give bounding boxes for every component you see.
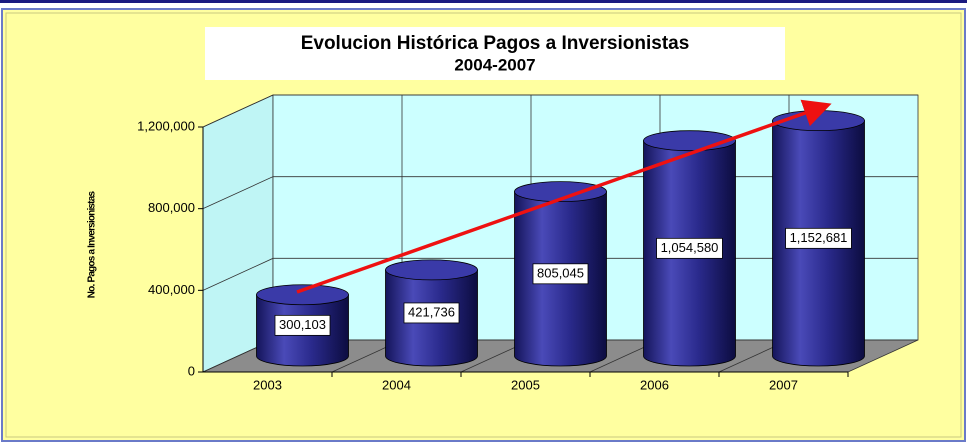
x-tick-label: 2004 [382, 377, 411, 392]
value-label-box [403, 302, 460, 324]
y-tick-label: 1,200,000 [137, 118, 195, 133]
x-tick-label: 2003 [253, 377, 282, 392]
cylinder-top [256, 284, 349, 306]
value-label: 805,045 [537, 265, 584, 280]
chart-title: Evolucion Histórica Pagos a Inversionist… [301, 33, 690, 54]
y-axis-title: No. Pagos a Inversionistas [87, 191, 98, 299]
y-tick-label: 400,000 [148, 282, 195, 297]
title-box [205, 27, 785, 80]
top-bar [0, 0, 967, 3]
x-tick-label: 2006 [640, 377, 669, 392]
cylinder-top [514, 181, 607, 203]
value-label-box [656, 237, 723, 259]
cylinder-top [385, 259, 478, 281]
value-label-box [532, 263, 589, 285]
inner-frame [5, 12, 962, 438]
value-label-box [785, 227, 852, 249]
x-tick-label: 2007 [769, 377, 798, 392]
value-label: 300,103 [279, 317, 326, 332]
value-label: 421,736 [408, 304, 455, 319]
chart-subtitle: 2004-2007 [454, 55, 535, 74]
grid-line [202, 94, 918, 128]
y-tick-label: 800,000 [148, 200, 195, 215]
x-tick-label: 2005 [511, 377, 540, 392]
y-tick-label: 0 [188, 363, 195, 378]
trend-arrow [296, 99, 832, 294]
value-label: 1,152,681 [790, 230, 848, 245]
value-label: 1,054,580 [661, 240, 719, 255]
value-label-box [274, 314, 331, 336]
